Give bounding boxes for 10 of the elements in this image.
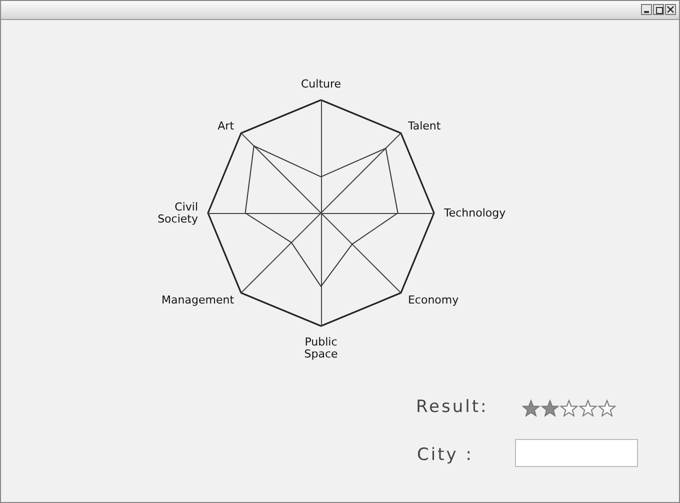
spoke-label: Technology: [443, 206, 506, 220]
spoke-label: Public Space: [304, 336, 338, 360]
spoke-label: Management: [162, 293, 235, 306]
text: City :: [417, 445, 474, 465]
text: Result:: [416, 397, 488, 417]
spoke-label: Art: [218, 120, 235, 133]
spoke-label: Civil Society: [158, 200, 198, 226]
spoke-label: Culture: [300, 78, 342, 90]
spoke-label: Talent: [406, 120, 442, 133]
spoke-label: Economy: [408, 293, 460, 306]
